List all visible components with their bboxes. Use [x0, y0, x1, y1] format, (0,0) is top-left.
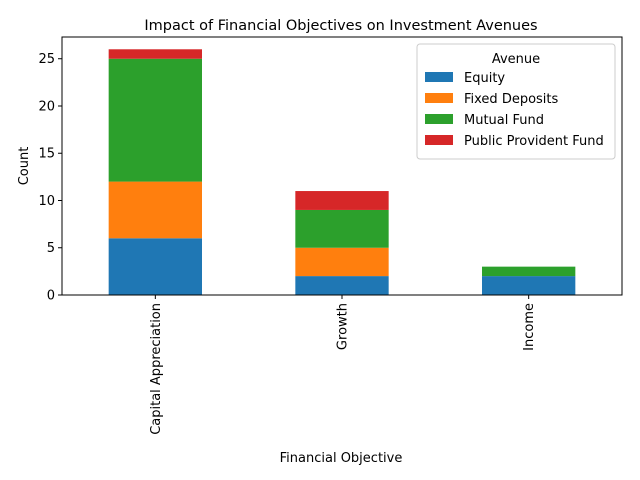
legend-entry-label: Equity: [464, 71, 505, 86]
legend-entry-label: Mutual Fund: [464, 113, 544, 128]
bar-segment: [482, 276, 576, 295]
y-tick-label: 10: [38, 194, 55, 209]
legend-box: [416, 43, 616, 160]
bar-segment: [108, 181, 202, 239]
y-axis-label: Count: [17, 147, 32, 186]
legend-swatch: [425, 72, 453, 82]
bar-segment: [108, 58, 202, 182]
legend-entry-label: Fixed Deposits: [464, 92, 559, 107]
legend-title: Avenue: [492, 52, 540, 67]
chart-title: Impact of Financial Objectives on Invest…: [144, 18, 537, 34]
x-tick-label: Capital Appreciation: [149, 303, 164, 435]
bars-group: [108, 49, 576, 295]
bar-segment: [295, 247, 389, 277]
x-tick-label: Growth: [336, 303, 351, 350]
x-tick-label: Income: [522, 303, 537, 351]
bar-segment: [295, 209, 389, 248]
x-axis-label: Financial Objective: [280, 451, 403, 466]
bar-segment: [295, 276, 389, 295]
y-tick-label: 15: [38, 147, 55, 162]
bar-segment: [108, 49, 202, 59]
legend-swatch: [425, 93, 453, 103]
legend: Avenue Equity Fixed Deposits Mutual Fund Pub…: [416, 43, 616, 160]
legend-swatch: [425, 135, 453, 145]
y-tick-label: 20: [38, 99, 55, 114]
y-tick-label: 0: [47, 289, 55, 304]
y-tick-label: 25: [38, 52, 55, 67]
bar-segment: [482, 266, 576, 277]
axes-group: 0 5 10 15 20 25 Capital Appreciation Growth Inco…: [38, 36, 623, 435]
legend-swatch: [425, 114, 453, 124]
bar-segment: [108, 238, 202, 295]
legend-entry-label: Public Provident Fund: [464, 134, 604, 149]
bar-segment: [295, 191, 389, 210]
y-tick-label: 5: [47, 241, 55, 256]
